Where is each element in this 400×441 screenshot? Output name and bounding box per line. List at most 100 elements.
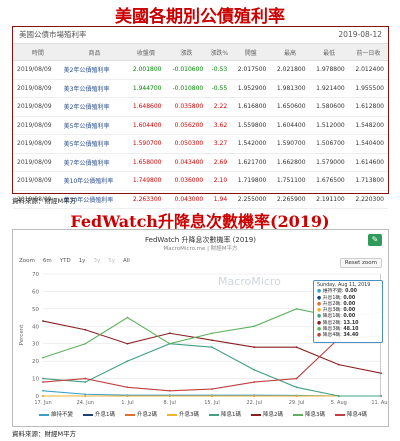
reset-zoom-button[interactable]: Reset zoom <box>339 258 382 268</box>
product-link[interactable]: 美10年公債殖利率 <box>62 171 127 191</box>
tooltip-key: 降息3碼 <box>322 327 341 333</box>
table-cell: 1.751100 <box>270 171 310 191</box>
table-row[interactable]: 2019/08/09 美30年公債殖利率 2.263300 0.043000 1.94 2… <box>13 190 388 209</box>
table-cell: 2019/08/09 <box>13 153 63 172</box>
y-tick-label: 40 <box>32 324 39 330</box>
table-cell: 2019/08/09 <box>13 116 63 135</box>
product-link[interactable]: 美2年公債殖利率 <box>62 97 127 117</box>
zoom-1y[interactable]: 1y <box>78 258 86 264</box>
table-cell: 2.263300 <box>126 190 166 209</box>
data-point <box>295 307 298 310</box>
table-cell: 2019/08/09 <box>13 97 63 117</box>
legend-swatch <box>38 413 49 416</box>
table-cell: 1.590700 <box>126 134 166 154</box>
data-point <box>211 332 213 335</box>
x-tick-label: 15. Jul <box>204 400 220 406</box>
legend-item[interactable]: 降息2碼 <box>251 410 283 418</box>
legend-item[interactable]: 降息3碼 <box>293 410 325 418</box>
legend-item[interactable]: 升息3碼 <box>167 410 199 418</box>
tooltip-sep: : <box>340 320 344 326</box>
pencil-icon[interactable]: ✎ <box>368 234 382 246</box>
product-link[interactable]: 美5年公債殖利率 <box>62 134 127 154</box>
table-cell: 1.676500 <box>309 171 349 191</box>
table-cell: 1.579000 <box>309 153 349 172</box>
data-point <box>337 363 340 366</box>
x-tick-label: 17. Jun <box>34 400 51 406</box>
zoom-label: Zoom <box>19 258 35 264</box>
table-cell: 0.050300 <box>165 134 208 154</box>
data-point <box>168 395 171 397</box>
table-header-row: 時間 商品 收盤價 漲跌 漲跌% 開盤 最高 最低 前一日收 <box>13 44 388 61</box>
table-cell: 1.713800 <box>348 171 388 191</box>
table-cell: 0.056200 <box>165 116 208 135</box>
table-cell: 1.944700 <box>126 79 166 98</box>
data-point <box>126 386 129 389</box>
zoom-all[interactable]: All <box>122 258 130 264</box>
zoom-5y[interactable]: 5y <box>108 258 115 264</box>
table-cell: 3.62 <box>207 116 232 135</box>
table-row[interactable]: 2019/08/09 美5年公債殖利率 1.604400 0.056200 3.62 1.… <box>13 116 388 135</box>
product-link[interactable]: 美5年公債殖利率 <box>62 116 127 135</box>
product-link[interactable]: 美2年公債殖利率 <box>62 60 127 80</box>
tooltip-key: 升息3碼 <box>322 308 341 314</box>
y-tick-label: 70 <box>32 272 39 278</box>
legend-item[interactable]: 升息2碼 <box>125 410 157 418</box>
table-cell: 2.021800 <box>270 60 310 80</box>
zoom-3y[interactable]: 3y <box>93 258 101 264</box>
table-cell: 2019/08/09 <box>13 171 63 191</box>
table-cell: 1.604400 <box>270 116 310 135</box>
legend-item[interactable]: 維持不變 <box>38 410 73 418</box>
tooltip-key: 維持不變 <box>322 289 342 295</box>
table-row[interactable]: 2019/08/09 美10年公債殖利率 1.749800 0.036000 2.10 1… <box>13 171 388 191</box>
table-row[interactable]: 2019/08/09 美2年公債殖利率 1.648600 0.035800 2.22 1.… <box>13 97 388 117</box>
legend-item[interactable]: 降息4碼 <box>335 410 367 418</box>
column-header: 商品 <box>62 44 127 61</box>
product-link[interactable]: 美30年公債殖利率 <box>62 190 127 209</box>
x-tick-label: 24. Jun <box>77 400 94 406</box>
data-point <box>42 356 44 359</box>
legend-label: 降息4碼 <box>347 412 367 418</box>
legend-swatch <box>251 413 261 416</box>
chart-tooltip: Sunday, Aug 11, 2019 ● 維持不變: 0.00 ● 升息1碼:… <box>313 280 383 343</box>
product-link[interactable]: 美7年公債殖利率 <box>62 153 127 172</box>
legend-item[interactable]: 升息1碼 <box>83 410 115 418</box>
data-point <box>295 386 298 389</box>
data-point <box>253 346 256 349</box>
table-cell: -0.55 <box>207 79 232 98</box>
tooltip-row: ● 降息4碼: 34.40 <box>317 333 379 339</box>
table-row[interactable]: 2019/08/09 美7年公債殖利率 1.658000 0.043400 2.69 1.… <box>13 153 388 172</box>
data-point <box>126 360 129 363</box>
table-row[interactable]: 2019/08/09 美5年公債殖利率 1.590700 0.050300 3.27 1.… <box>13 134 388 154</box>
legend-label: 降息1碼 <box>221 412 241 418</box>
legend-item[interactable]: 降息1碼 <box>209 410 241 418</box>
tooltip-row: ● 升息3碼: 0.00 <box>317 308 379 314</box>
tooltip-value: 34.40 <box>343 333 359 339</box>
table-cell: 1.590700 <box>270 134 310 154</box>
table-row[interactable]: 2019/08/09 美3年公債殖利率 1.944700 -0.010800 -0.55… <box>13 79 388 98</box>
table-cell: 2019/08/09 <box>13 190 63 209</box>
chart-panel: FedWatch 升降息次數機率 (2019) MacroMicro.me | … <box>12 229 389 427</box>
table-cell: 1.604400 <box>126 116 166 135</box>
tooltip-sep: : <box>340 314 344 320</box>
data-point <box>42 377 44 380</box>
table-cell: 0.043000 <box>165 190 208 209</box>
table-row[interactable]: 2019/08/09 美2年公債殖利率 2.001800 -0.010600 -0.53… <box>13 60 388 80</box>
tooltip-value: 0.00 <box>343 301 356 307</box>
y-tick-label: 0 <box>36 394 40 400</box>
data-point <box>168 342 171 345</box>
product-link[interactable]: 美3年公債殖利率 <box>62 79 127 98</box>
column-header: 最低 <box>309 44 349 61</box>
column-header: 最高 <box>270 44 310 61</box>
legend-label: 升息2碼 <box>137 412 157 418</box>
table-cell: 1.548200 <box>348 116 388 135</box>
tooltip-key: 升息2碼 <box>322 301 341 307</box>
table-cell: 0.036000 <box>165 171 208 191</box>
zoom-6m[interactable]: 6m <box>42 258 52 264</box>
y-tick-label: 30 <box>32 342 39 348</box>
tooltip-dot: ● <box>317 289 323 295</box>
legend-swatch <box>125 413 135 416</box>
zoom-ytd[interactable]: YTD <box>59 258 71 264</box>
source-note: 資料來源：財經M平方 <box>12 197 77 205</box>
table-cell: -0.53 <box>207 60 232 80</box>
data-point <box>84 328 87 331</box>
